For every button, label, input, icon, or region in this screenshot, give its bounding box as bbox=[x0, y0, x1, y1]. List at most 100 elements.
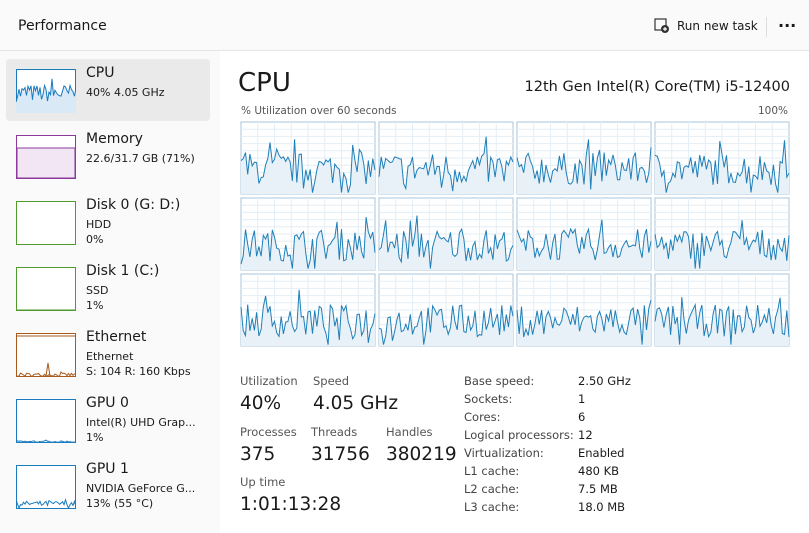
thumbnail-frame bbox=[16, 267, 76, 311]
spec-label: Cores: bbox=[464, 410, 501, 424]
core-graph bbox=[654, 197, 790, 271]
core-graph bbox=[516, 197, 652, 271]
graph-line bbox=[378, 215, 514, 269]
sidebar-item[interactable]: GPU 0 Intel(R) UHD Grap... 1% bbox=[6, 389, 210, 451]
graph-line bbox=[16, 78, 76, 103]
sidebar-name: Disk 1 (C:) bbox=[86, 263, 160, 279]
thumbnail-frame bbox=[16, 399, 76, 443]
core-graph bbox=[240, 121, 376, 195]
graph-line bbox=[16, 371, 76, 377]
sidebar-name: Ethernet bbox=[86, 329, 147, 345]
spec-value: 2.50 GHz bbox=[578, 374, 631, 388]
thumbnail bbox=[16, 465, 76, 509]
thumbnail-frame bbox=[16, 201, 76, 245]
sidebar-detail: Ethernet bbox=[86, 350, 134, 363]
stat-value: 380219 bbox=[386, 444, 457, 465]
sidebar-detail: SSD bbox=[86, 284, 109, 297]
graph-line bbox=[654, 140, 790, 193]
graph-line bbox=[654, 220, 790, 269]
graph-line bbox=[240, 139, 376, 193]
graph-area bbox=[517, 300, 651, 346]
stat-value: 375 bbox=[240, 444, 276, 465]
stat-value: 4.05 GHz bbox=[313, 393, 399, 414]
core-graph bbox=[378, 121, 514, 195]
stat-label: Processes bbox=[240, 425, 297, 439]
stat-value: 40% bbox=[240, 393, 282, 414]
graph-area bbox=[655, 297, 789, 346]
sidebar-name: GPU 0 bbox=[86, 395, 129, 411]
spec-value: 1 bbox=[578, 392, 586, 406]
stat-value: 1:01:13:28 bbox=[240, 494, 342, 515]
graph-line bbox=[16, 439, 76, 443]
graph-line bbox=[16, 497, 76, 509]
graph-area bbox=[379, 215, 513, 270]
thumbnail bbox=[16, 135, 76, 179]
core-graph bbox=[516, 273, 652, 347]
core-graph bbox=[516, 121, 652, 195]
stat-label: Speed bbox=[313, 374, 350, 388]
run-icon bbox=[654, 18, 669, 33]
sidebar-item[interactable]: CPU 40% 4.05 GHz bbox=[6, 59, 210, 121]
sidebar-detail: S: 104 R: 160 Kbps bbox=[86, 365, 191, 378]
thumbnail bbox=[16, 267, 76, 311]
stat-label: Handles bbox=[386, 425, 433, 439]
graph-line bbox=[378, 304, 514, 345]
sidebar-detail: 13% (55 °C) bbox=[86, 497, 154, 510]
sidebar-name: GPU 1 bbox=[86, 461, 129, 477]
sidebar-detail: 0% bbox=[86, 233, 104, 246]
spec-value: 18.0 MB bbox=[578, 500, 626, 514]
sidebar-item[interactable]: Disk 1 (C:) SSD 1% bbox=[6, 257, 210, 319]
graph-area bbox=[241, 289, 375, 346]
spec-value: 7.5 MB bbox=[578, 482, 618, 496]
core-graph bbox=[378, 273, 514, 347]
sidebar-item[interactable]: Ethernet Ethernet S: 104 R: 160 Kbps bbox=[6, 323, 210, 385]
spec-label: Sockets: bbox=[464, 392, 513, 406]
sidebar-item[interactable]: GPU 1 NVIDIA GeForce G... 13% (55 °C) bbox=[6, 455, 210, 517]
core-graph bbox=[240, 197, 376, 271]
memory-fill bbox=[16, 147, 76, 179]
spec-label: L1 cache: bbox=[464, 464, 520, 478]
sidebar-detail: Intel(R) UHD Grap... bbox=[86, 416, 196, 429]
core-graph bbox=[378, 197, 514, 271]
sidebar-detail: HDD bbox=[86, 218, 112, 231]
graph-max: 100% bbox=[757, 105, 788, 117]
sidebar-item[interactable]: Memory 22.6/31.7 GB (71%) bbox=[6, 125, 210, 187]
graph-area bbox=[379, 136, 513, 194]
core-graph bbox=[654, 121, 790, 195]
core-graph bbox=[240, 273, 376, 347]
thumbnail bbox=[16, 201, 76, 245]
spec-label: L3 cache: bbox=[464, 500, 520, 514]
stat-value: 31756 bbox=[311, 444, 370, 465]
sidebar-detail: 1% bbox=[86, 431, 104, 444]
spec-value: Enabled bbox=[578, 446, 625, 460]
sidebar-name: CPU bbox=[86, 65, 115, 81]
spec-label: Virtualization: bbox=[464, 446, 544, 460]
run-task-button[interactable]: Run new task bbox=[652, 16, 758, 38]
graph-line bbox=[378, 136, 514, 192]
graph-line bbox=[240, 289, 376, 345]
run-task-label: Run new task bbox=[677, 19, 758, 33]
sidebar-item[interactable]: Disk 0 (G: D:) HDD 0% bbox=[6, 191, 210, 253]
sidebar-detail: 22.6/31.7 GB (71%) bbox=[86, 152, 195, 165]
graph-line bbox=[654, 297, 790, 345]
graph-line bbox=[240, 217, 376, 269]
graph-line bbox=[516, 299, 652, 345]
graph-area bbox=[655, 220, 789, 270]
sidebar-detail: NVIDIA GeForce G... bbox=[86, 482, 196, 495]
eth-spike bbox=[45, 362, 51, 377]
spec-label: Logical processors: bbox=[464, 428, 574, 442]
spec-value: 480 KB bbox=[578, 464, 620, 478]
more-button[interactable]: ... bbox=[778, 12, 797, 31]
sidebar-name: Disk 0 (G: D:) bbox=[86, 197, 181, 213]
sidebar-detail: 1% bbox=[86, 299, 104, 312]
stat-label: Utilization bbox=[240, 374, 298, 388]
sidebar-name: Memory bbox=[86, 131, 143, 147]
core-graph bbox=[654, 273, 790, 347]
thumbnail bbox=[16, 69, 76, 113]
header-title: Performance bbox=[18, 18, 107, 34]
main-title: CPU bbox=[238, 68, 291, 98]
thumbnail-frame bbox=[16, 333, 76, 377]
divider bbox=[766, 17, 767, 37]
graph-area bbox=[517, 139, 651, 194]
